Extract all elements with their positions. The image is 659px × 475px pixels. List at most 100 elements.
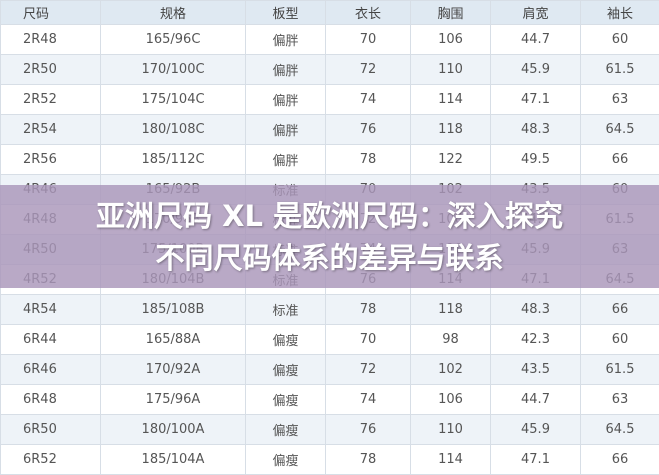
table-cell: 78 [326, 145, 411, 175]
header-cell: 胸围 [411, 1, 491, 25]
table-cell: 76 [326, 115, 411, 145]
header-cell: 肩宽 [491, 1, 581, 25]
table-cell: 175/104C [101, 85, 246, 115]
table-cell: 63 [581, 85, 659, 115]
table-cell: 66 [581, 445, 659, 475]
banner: 亚洲尺码 XL 是欧洲尺码：深入探究不同尺码体系的差异与联系 [0, 185, 659, 288]
table-cell: 47.1 [491, 85, 581, 115]
table-cell: 180/100A [101, 415, 246, 445]
table-cell: 6R50 [1, 415, 101, 445]
table-cell: 45.9 [491, 415, 581, 445]
table-cell: 170/100C [101, 55, 246, 85]
table-cell: 4R54 [1, 295, 101, 325]
table-cell: 122 [411, 145, 491, 175]
header-cell: 衣长 [326, 1, 411, 25]
table-cell: 44.7 [491, 385, 581, 415]
banner-line: 不同尺码体系的差异与联系 [155, 237, 503, 279]
table-cell: 185/108B [101, 295, 246, 325]
table-cell: 偏瘦 [246, 355, 326, 385]
table-cell: 78 [326, 295, 411, 325]
table-cell: 2R52 [1, 85, 101, 115]
table-cell: 110 [411, 415, 491, 445]
table-cell: 49.5 [491, 145, 581, 175]
table-cell: 2R56 [1, 145, 101, 175]
table-cell: 偏瘦 [246, 325, 326, 355]
table-cell: 6R48 [1, 385, 101, 415]
table-cell: 43.5 [491, 355, 581, 385]
table-cell: 106 [411, 25, 491, 55]
table-cell: 78 [326, 445, 411, 475]
table-cell: 6R46 [1, 355, 101, 385]
table-cell: 66 [581, 295, 659, 325]
table-cell: 偏瘦 [246, 385, 326, 415]
table-cell: 标准 [246, 295, 326, 325]
table-cell: 110 [411, 55, 491, 85]
table-cell: 2R54 [1, 115, 101, 145]
table-cell: 118 [411, 115, 491, 145]
table-cell: 64.5 [581, 415, 659, 445]
table-cell: 114 [411, 85, 491, 115]
table-cell: 118 [411, 295, 491, 325]
banner-line: 亚洲尺码 XL 是欧洲尺码：深入探究 [96, 195, 563, 237]
table-cell: 72 [326, 55, 411, 85]
table-cell: 47.1 [491, 445, 581, 475]
table-cell: 63 [581, 385, 659, 415]
table-cell: 偏胖 [246, 85, 326, 115]
table-cell: 185/112C [101, 145, 246, 175]
table-cell: 偏胖 [246, 115, 326, 145]
table-cell: 165/88A [101, 325, 246, 355]
header-row: 尺码规格板型衣长胸围肩宽袖长 [1, 1, 659, 25]
table-cell: 102 [411, 355, 491, 385]
table-cell: 偏瘦 [246, 445, 326, 475]
header-cell: 尺码 [1, 1, 101, 25]
table-cell: 70 [326, 25, 411, 55]
table-cell: 6R52 [1, 445, 101, 475]
table-cell: 偏胖 [246, 25, 326, 55]
table-cell: 74 [326, 85, 411, 115]
header-cell: 规格 [101, 1, 246, 25]
table-cell: 45.9 [491, 55, 581, 85]
table-cell: 2R48 [1, 25, 101, 55]
table-cell: 61.5 [581, 55, 659, 85]
table-cell: 64.5 [581, 115, 659, 145]
table-cell: 165/96C [101, 25, 246, 55]
table-cell: 106 [411, 385, 491, 415]
table-cell: 98 [411, 325, 491, 355]
table-cell: 61.5 [581, 355, 659, 385]
table-cell: 72 [326, 355, 411, 385]
table-cell: 48.3 [491, 295, 581, 325]
table-cell: 偏瘦 [246, 415, 326, 445]
table-cell: 175/96A [101, 385, 246, 415]
table-cell: 2R50 [1, 55, 101, 85]
table-cell: 44.7 [491, 25, 581, 55]
table-cell: 48.3 [491, 115, 581, 145]
table-cell: 偏胖 [246, 145, 326, 175]
table-cell: 42.3 [491, 325, 581, 355]
header-cell: 板型 [246, 1, 326, 25]
table-cell: 76 [326, 415, 411, 445]
table-cell: 74 [326, 385, 411, 415]
table-cell: 114 [411, 445, 491, 475]
table-cell: 180/108C [101, 115, 246, 145]
table-cell: 6R44 [1, 325, 101, 355]
table-cell: 60 [581, 325, 659, 355]
table-cell: 66 [581, 145, 659, 175]
table-cell: 60 [581, 25, 659, 55]
table-cell: 170/92A [101, 355, 246, 385]
table-cell: 70 [326, 325, 411, 355]
table-cell: 偏胖 [246, 55, 326, 85]
header-cell: 袖长 [581, 1, 659, 25]
table-cell: 185/104A [101, 445, 246, 475]
